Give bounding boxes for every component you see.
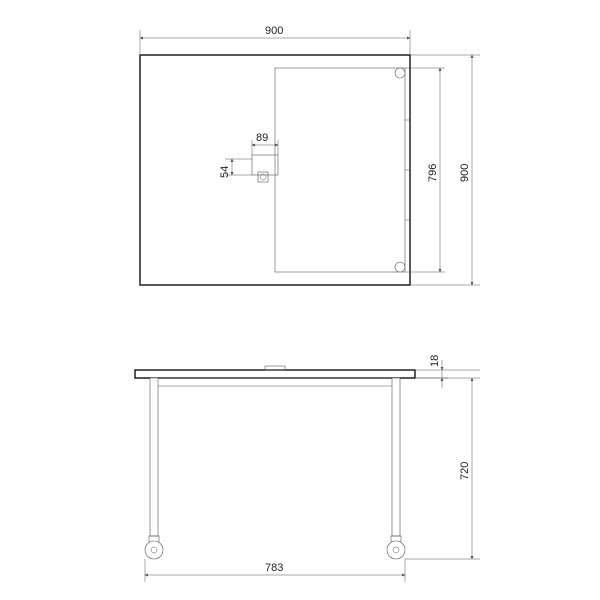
front-view: 783 18 720 (135, 355, 480, 582)
drawing-svg: 89 54 900 796 900 (0, 0, 600, 600)
leg-left (145, 378, 163, 559)
dim-label: 54 (219, 166, 231, 178)
dim-top-width: 900 (140, 25, 410, 55)
dim-front-right: 18 720 (405, 355, 480, 559)
top-view: 89 54 900 796 900 (140, 25, 480, 285)
leg-right (387, 378, 405, 559)
dim-label: 900 (265, 25, 283, 37)
dim-front-bottom: 783 (145, 559, 405, 582)
dim-label: 783 (265, 562, 283, 574)
dim-label: 18 (429, 355, 441, 367)
dim-top-right: 796 900 (405, 55, 480, 285)
dim-label: 796 (427, 164, 439, 182)
dim-label: 900 (459, 164, 471, 182)
dim-label: 89 (256, 132, 268, 144)
dim-label: 720 (459, 462, 471, 480)
